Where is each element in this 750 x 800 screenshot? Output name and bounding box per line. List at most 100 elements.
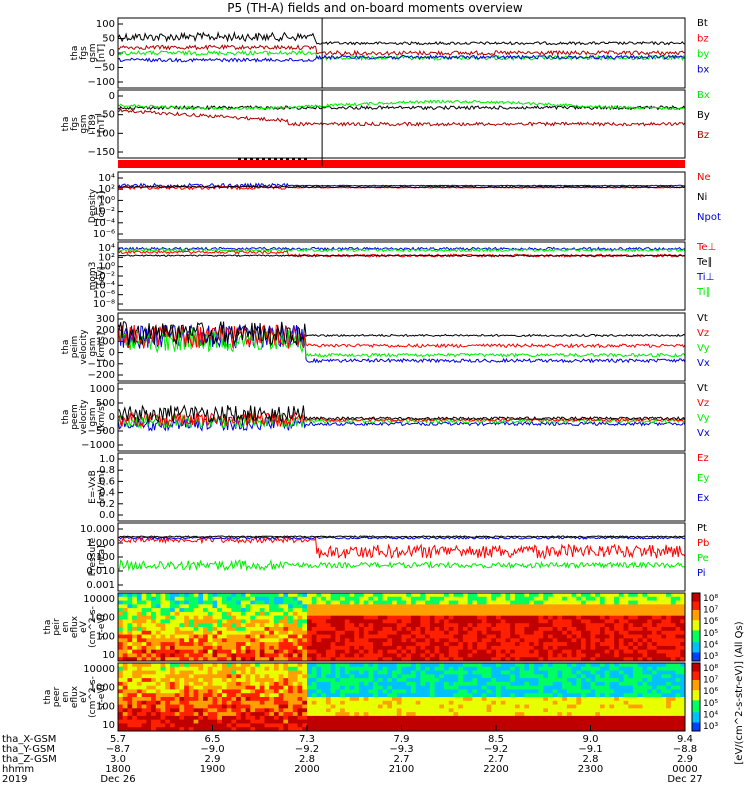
spectrogram-cell (344, 653, 350, 658)
spectrogram-cell (146, 700, 152, 705)
spectrogram-cell (259, 685, 265, 690)
spectrogram-cell (538, 604, 544, 609)
colorbar-tick: 10⁸ (703, 594, 718, 604)
spectrogram-cell (576, 623, 582, 628)
spectrogram-cell (628, 619, 634, 624)
x-tick-label: Dec 26 (100, 774, 135, 785)
spectrogram-cell (221, 600, 228, 605)
spectrogram-cell (562, 681, 568, 687)
spectrogram-cell (231, 630, 237, 635)
spectrogram-cell (325, 723, 332, 728)
spectrogram-cell (363, 704, 369, 709)
spectrogram-cell (571, 611, 577, 617)
spectrogram-cell (217, 645, 223, 651)
spectrogram-cell (628, 630, 634, 635)
spectrogram-cell (647, 663, 653, 668)
spectrogram-cell (491, 653, 497, 658)
spectrogram-cell (562, 727, 568, 732)
spectrogram-cell (434, 674, 440, 679)
spectrogram-cell (288, 666, 294, 671)
spectrogram-cell (581, 727, 587, 732)
spectrogram-cell (519, 681, 525, 687)
spectrogram-cell (647, 681, 653, 687)
spectrogram-cell (661, 604, 667, 609)
spectrogram-cell (401, 697, 407, 702)
spectrogram-cell (122, 596, 128, 601)
spectrogram-cell (122, 638, 128, 643)
spectrogram-cell (656, 697, 662, 702)
spectrogram-cell (642, 681, 648, 687)
spectrogram-cell (637, 634, 643, 639)
spectrogram-cell (292, 723, 298, 728)
spectrogram-cell (543, 630, 549, 635)
spectrogram-cell (401, 685, 407, 690)
spectrogram-cell (406, 708, 412, 713)
y-axis-label: peir (52, 618, 62, 636)
spectrogram-cell (462, 719, 469, 724)
spectrogram-cell (510, 653, 516, 658)
spectrogram-cell (236, 719, 242, 724)
spectrogram-cell (434, 712, 440, 717)
spectrogram-cell (283, 634, 289, 639)
spectrogram-cell (132, 645, 138, 651)
spectrogram-cell (184, 619, 190, 624)
spectrogram-cell (514, 670, 521, 675)
spectrogram-cell (401, 619, 407, 624)
spectrogram-cell (410, 708, 417, 713)
spectrogram-cell (344, 681, 350, 687)
spectrogram-cell (420, 642, 426, 647)
spectrogram-cell (415, 593, 421, 598)
spectrogram-cell (585, 715, 591, 721)
colorbar-segment (692, 688, 700, 691)
spectrogram-cell (590, 623, 596, 628)
spectrogram-cell (633, 630, 639, 635)
spectrogram-cell (396, 657, 402, 662)
spectrogram-cell (604, 608, 610, 613)
spectrogram-cell (618, 645, 624, 651)
spectrogram-cell (278, 649, 284, 654)
spectrogram-cell (453, 670, 459, 675)
spectrogram-cell (179, 666, 185, 671)
spectrogram-cell (311, 693, 317, 698)
spectrogram-cell (245, 623, 251, 628)
spectrogram-cell (585, 689, 591, 694)
spectrogram-cell (122, 678, 128, 683)
spectrogram-cell (524, 727, 530, 732)
spectrogram-cell (637, 604, 643, 609)
spectrogram-cell (661, 600, 667, 605)
spectrogram-cell (453, 719, 459, 724)
spectrogram-cell (151, 627, 157, 632)
spectrogram-cell (330, 604, 336, 609)
spectrogram-cell (269, 593, 275, 598)
colorbar-segment (692, 633, 700, 636)
spectrogram-cell (633, 615, 639, 620)
spectrogram-cell (590, 700, 596, 705)
spectrogram-cell (581, 681, 587, 687)
spectrogram-cell (132, 712, 138, 717)
spectrogram-cell (538, 708, 544, 713)
spectrogram-cell (628, 608, 634, 613)
spectrogram-cell (562, 670, 568, 675)
spectrogram-cell (184, 681, 190, 687)
spectrogram-cell (349, 723, 355, 728)
spectrogram-cell (283, 596, 289, 601)
spectrogram-cell (595, 678, 601, 683)
spectrogram-cell (231, 615, 237, 620)
spectrogram-cell (462, 693, 469, 698)
spectrogram-cell (127, 712, 133, 717)
spectrogram-cell (562, 608, 568, 613)
spectrogram-cell (325, 681, 332, 687)
spectrogram-cell (245, 700, 251, 705)
spectrogram-cell (410, 645, 417, 651)
spectrogram-cell (491, 642, 497, 647)
spectrogram-cell (647, 611, 653, 617)
spectrogram-cell (184, 653, 190, 658)
spectrogram-cell (571, 712, 577, 717)
spectrogram-cell (420, 719, 426, 724)
spectrogram-cell (543, 678, 549, 683)
spectrogram-cell (278, 708, 284, 713)
spectrogram-cell (165, 685, 171, 690)
spectrogram-cell (623, 596, 629, 601)
spectrogram-cell (614, 666, 620, 671)
spectrogram-cell (448, 693, 454, 698)
